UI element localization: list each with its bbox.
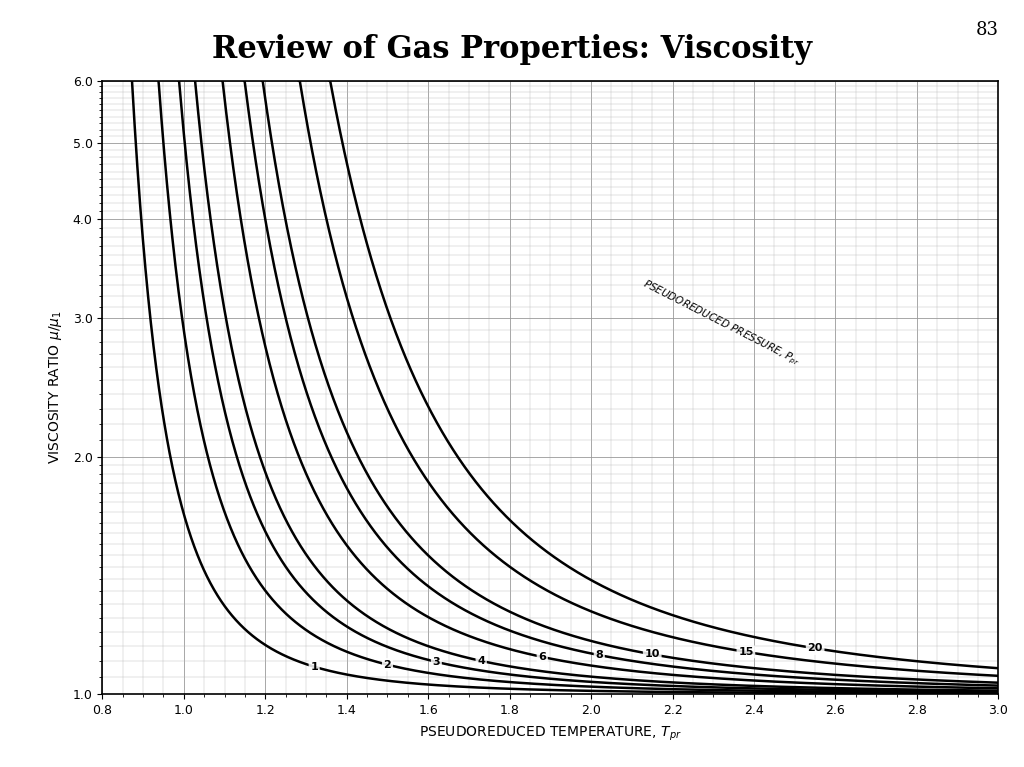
Text: 10: 10	[644, 650, 659, 660]
Text: PSEUDOREDUCED PRESSURE, $P_{pr}$: PSEUDOREDUCED PRESSURE, $P_{pr}$	[640, 278, 803, 370]
Text: Review of Gas Properties: Viscosity: Review of Gas Properties: Viscosity	[212, 35, 812, 65]
Text: 20: 20	[808, 644, 823, 653]
Text: 4: 4	[477, 656, 485, 666]
X-axis label: PSEUDOREDUCED TEMPERATURE, $T_{pr}$: PSEUDOREDUCED TEMPERATURE, $T_{pr}$	[419, 725, 682, 743]
Y-axis label: VISCOSITY RATIO $\mu/\mu_1$: VISCOSITY RATIO $\mu/\mu_1$	[47, 311, 65, 464]
Text: 8: 8	[595, 650, 603, 660]
Text: 3: 3	[432, 657, 440, 667]
Text: 83: 83	[976, 21, 998, 39]
Text: 2: 2	[384, 660, 391, 670]
Text: 15: 15	[738, 647, 754, 657]
Text: 1: 1	[310, 662, 318, 672]
Text: 6: 6	[539, 652, 546, 662]
